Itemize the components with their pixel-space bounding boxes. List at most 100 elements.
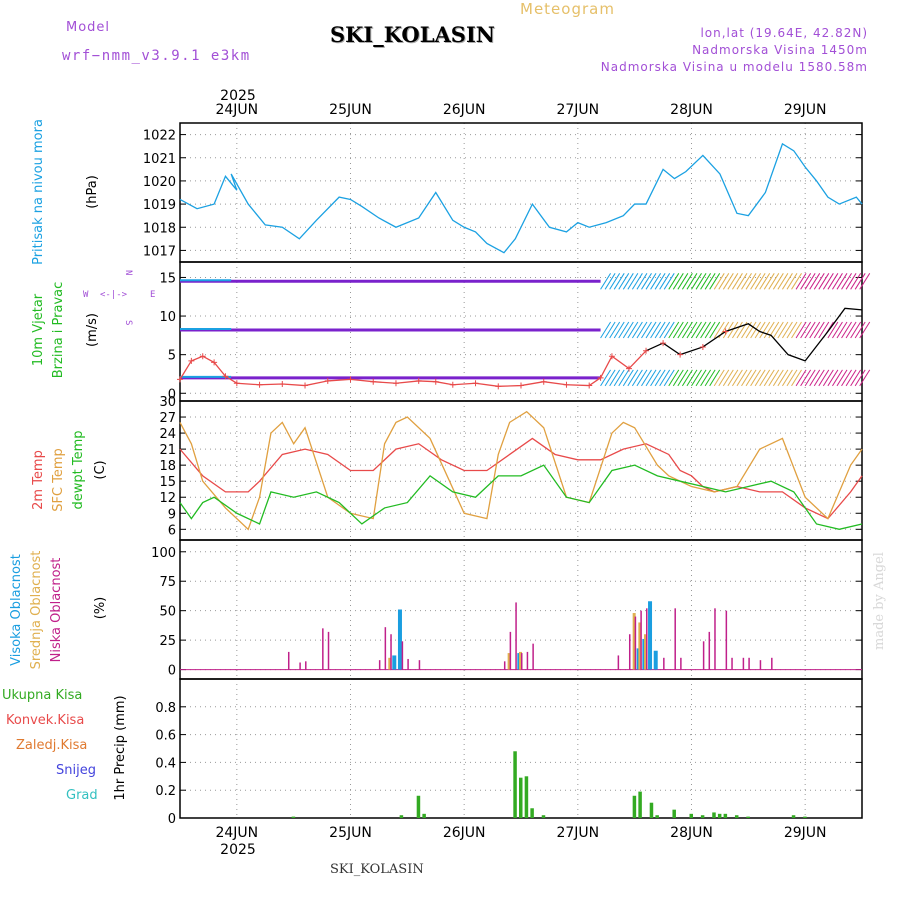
y-tick-label: 0.6 [155, 729, 176, 744]
wind-barb [641, 321, 652, 339]
precip-bar [803, 816, 807, 818]
wind-barb [645, 321, 657, 339]
wind-barb [750, 321, 762, 339]
day-label-bottom: 24JUN [215, 825, 258, 841]
wind-barb [804, 321, 816, 339]
y-tick-label: 1017 [143, 244, 176, 259]
wind-barb [850, 273, 862, 290]
wind-gust-marker [177, 376, 183, 383]
wind-ylabel-1: 10m Vjetar [31, 293, 46, 366]
wind-barb [713, 321, 725, 339]
wind-barb [754, 369, 766, 387]
wind-barb [768, 273, 780, 290]
wind-barb [763, 321, 775, 339]
precip-bar [700, 815, 705, 818]
temp-sfc-line [179, 410, 863, 531]
wind-barb [759, 273, 771, 290]
wind-barb [659, 321, 671, 339]
precip-bar [632, 795, 637, 818]
y-tick-label: 1021 [143, 152, 176, 167]
wind-barb [650, 321, 662, 339]
wind-barb [686, 369, 698, 387]
wind-barb [604, 273, 616, 290]
wind-barb [763, 369, 775, 387]
year-label-top: 2025 [220, 88, 256, 104]
y-tick-label: 27 [159, 411, 176, 426]
y-tick-label: 6 [168, 523, 176, 538]
wind-barb [600, 273, 611, 290]
y-tick-label: 24 [159, 427, 176, 442]
wind-barb [786, 369, 798, 387]
wind-barb [613, 369, 625, 387]
precip-bar [672, 809, 676, 818]
cloud-bar [634, 616, 637, 670]
cloud-bar [725, 610, 728, 670]
y-tick-label: 21 [159, 443, 176, 458]
wind-barb [832, 321, 843, 339]
wind-gust-marker [211, 359, 218, 366]
wind-barb [704, 369, 716, 387]
wind-barb [627, 369, 639, 387]
wind-barb [618, 369, 630, 387]
wind-barb [622, 369, 634, 387]
wind-gust-marker [608, 353, 615, 360]
wind-gust-marker [392, 380, 399, 387]
temp-2m-line [179, 437, 863, 520]
model-elevation-text: Nadmorska Visina u modelu 1580.58m [600, 60, 868, 74]
page-title: SKI_KOLASIN [330, 22, 495, 47]
y-tick-label: 100 [151, 546, 176, 561]
wind-barb [841, 369, 852, 387]
wind-barb [759, 369, 771, 387]
wind-gust-marker [563, 381, 570, 388]
wind-barb [668, 321, 680, 339]
precip-bar [655, 815, 659, 818]
wind-barb [832, 273, 843, 290]
wind-barb [841, 273, 852, 290]
pressure-ylabel: Pritisak na nivou mora [31, 119, 46, 265]
cloud-bar [731, 657, 733, 670]
wind-barb [818, 273, 830, 290]
wind-barb [663, 369, 675, 387]
wind-gust-marker [540, 378, 547, 385]
wind-barb [782, 273, 793, 290]
day-label-top: 24JUN [215, 102, 258, 118]
precip-bar [416, 795, 421, 818]
cloud-bar [680, 657, 682, 670]
wind-barb [636, 321, 648, 339]
precip-bar [746, 816, 750, 818]
wind-barb [691, 273, 702, 290]
cloud-bar [702, 641, 705, 670]
top-day-ticks: 24JUN 25JUN 26JUN 27JUN 28JUN 29JUN [215, 102, 826, 118]
wind-barb [681, 321, 693, 339]
cloud-bar [503, 661, 506, 670]
day-label-top: 26JUN [443, 102, 486, 118]
wind-barb [645, 273, 657, 290]
wind-gust-marker [222, 373, 229, 380]
temp-ylabel-dew: dewpt Temp [71, 430, 86, 509]
cloud-bar [526, 651, 529, 670]
wind-barb [631, 321, 643, 339]
wind-barb [722, 273, 734, 290]
wind-barb [741, 369, 752, 387]
wind-gust-marker [199, 353, 206, 360]
wind-barb [641, 273, 652, 290]
cloud-bar [305, 661, 307, 670]
wind-barb [727, 369, 739, 387]
wind-barb [800, 369, 812, 387]
wind-barb [841, 321, 852, 339]
wind-gust-marker [324, 377, 331, 384]
wind-legend-n: N [123, 270, 133, 275]
cloud-bar [322, 628, 324, 670]
wind-barb [813, 321, 825, 339]
wind-barb [772, 369, 784, 387]
wind-barb [659, 369, 671, 387]
wind-barb [622, 273, 634, 290]
footer-station: SKI_KOLASIN [330, 862, 424, 877]
y-tick-label: 25 [159, 634, 176, 649]
y-tick-label: 0.2 [155, 784, 176, 799]
pressure-line [179, 142, 863, 254]
precip-bar [524, 776, 529, 818]
cloud-ylabel-high: Visoka Oblacnost [9, 554, 24, 666]
wind-barb [686, 321, 698, 339]
wind-gust-marker [279, 381, 286, 388]
